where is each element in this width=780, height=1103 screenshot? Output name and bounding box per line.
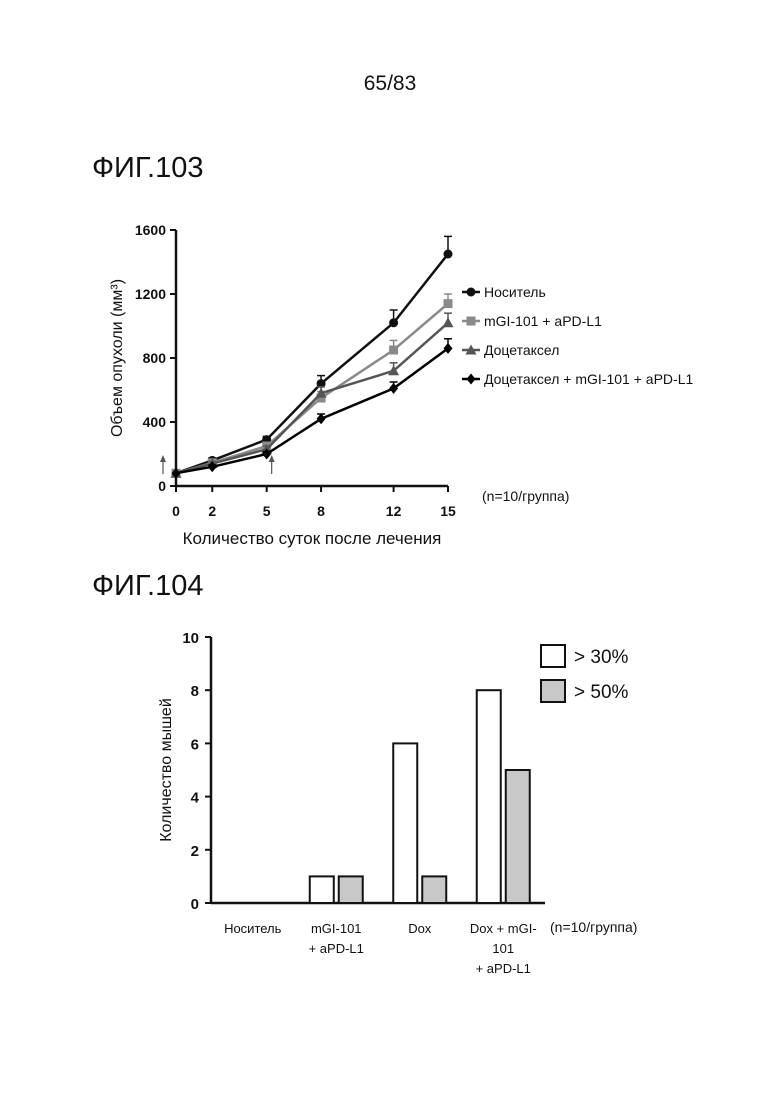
sample-size-note: (n=10/группа)	[550, 919, 637, 935]
bar-gt50	[422, 876, 446, 903]
bar-gt30	[477, 690, 501, 903]
category-label: Носитель	[224, 921, 282, 936]
legend-label: > 30%	[574, 647, 629, 668]
bar-gt30	[393, 743, 417, 903]
category-label: mGI-101	[311, 921, 362, 936]
category-label: + aPD-L1	[309, 941, 364, 956]
y-tick-label: 2	[191, 843, 199, 860]
legend-swatch	[541, 680, 565, 702]
category-label: + aPD-L1	[476, 961, 531, 976]
category-label: Dox	[408, 921, 432, 936]
y-tick-label: 6	[191, 736, 199, 753]
y-tick-label: 10	[182, 630, 199, 647]
bar-gt50	[506, 770, 530, 903]
y-tick-label: 8	[191, 683, 199, 700]
category-label: Dox + mGI-	[470, 921, 537, 936]
bar-gt30	[310, 876, 334, 903]
bar-gt50	[339, 876, 363, 903]
legend-label: > 50%	[574, 682, 629, 703]
y-tick-label: 0	[191, 896, 199, 913]
category-label: 101	[492, 941, 514, 956]
y-tick-label: 4	[191, 790, 200, 807]
y-axis-title: Количество мышей	[158, 698, 175, 842]
legend-swatch	[541, 645, 565, 667]
